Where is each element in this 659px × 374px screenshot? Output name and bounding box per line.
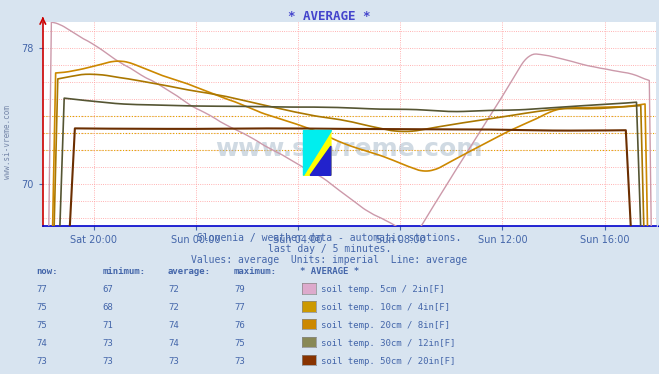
- Text: 71: 71: [102, 321, 113, 330]
- Text: soil temp. 5cm / 2in[F]: soil temp. 5cm / 2in[F]: [321, 285, 445, 294]
- Text: 74: 74: [36, 339, 47, 348]
- Text: 73: 73: [168, 357, 179, 366]
- Text: 73: 73: [234, 357, 244, 366]
- Text: soil temp. 10cm / 4in[F]: soil temp. 10cm / 4in[F]: [321, 303, 450, 312]
- Text: 72: 72: [168, 303, 179, 312]
- Text: Values: average  Units: imperial  Line: average: Values: average Units: imperial Line: av…: [191, 255, 468, 265]
- Polygon shape: [303, 131, 331, 175]
- Text: soil temp. 20cm / 8in[F]: soil temp. 20cm / 8in[F]: [321, 321, 450, 330]
- Text: maximum:: maximum:: [234, 267, 277, 276]
- Text: www.si-vreme.com: www.si-vreme.com: [3, 105, 13, 179]
- Text: 77: 77: [36, 285, 47, 294]
- Text: last day / 5 minutes.: last day / 5 minutes.: [268, 244, 391, 254]
- Text: now:: now:: [36, 267, 58, 276]
- Text: 75: 75: [36, 303, 47, 312]
- Text: 76: 76: [234, 321, 244, 330]
- Text: average:: average:: [168, 267, 211, 276]
- Text: 68: 68: [102, 303, 113, 312]
- Text: minimum:: minimum:: [102, 267, 145, 276]
- Polygon shape: [310, 146, 331, 175]
- Text: 73: 73: [102, 357, 113, 366]
- Polygon shape: [303, 131, 331, 175]
- Text: www.si-vreme.com: www.si-vreme.com: [215, 137, 483, 161]
- Text: 73: 73: [102, 339, 113, 348]
- Text: 73: 73: [36, 357, 47, 366]
- Text: 72: 72: [168, 285, 179, 294]
- Text: soil temp. 50cm / 20in[F]: soil temp. 50cm / 20in[F]: [321, 357, 455, 366]
- Text: * AVERAGE *: * AVERAGE *: [300, 267, 359, 276]
- Text: 67: 67: [102, 285, 113, 294]
- Text: soil temp. 30cm / 12in[F]: soil temp. 30cm / 12in[F]: [321, 339, 455, 348]
- Text: 75: 75: [234, 339, 244, 348]
- Text: 75: 75: [36, 321, 47, 330]
- Text: Slovenia / weather data - automatic stations.: Slovenia / weather data - automatic stat…: [197, 233, 462, 243]
- Text: 77: 77: [234, 303, 244, 312]
- Text: 74: 74: [168, 339, 179, 348]
- Text: 79: 79: [234, 285, 244, 294]
- Text: 74: 74: [168, 321, 179, 330]
- Text: * AVERAGE *: * AVERAGE *: [288, 10, 371, 24]
